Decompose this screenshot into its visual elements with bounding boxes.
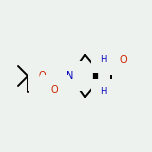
Text: H: H (100, 88, 106, 97)
Text: H: H (100, 55, 106, 64)
Text: N: N (66, 71, 74, 81)
Text: O: O (50, 85, 58, 95)
Text: O: O (119, 55, 127, 65)
Text: O: O (38, 71, 46, 81)
